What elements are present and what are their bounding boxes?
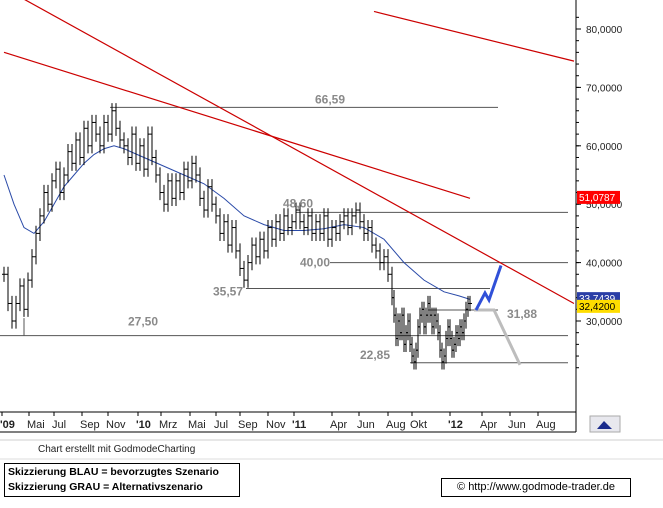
- time-tick-label: '09: [0, 419, 15, 431]
- time-tick-label: Jul: [214, 419, 228, 431]
- time-tick-label: Jun: [357, 419, 375, 431]
- time-tick-label: Nov: [266, 419, 286, 431]
- time-tick-label: Jun: [508, 419, 526, 431]
- time-tick-label: Mai: [188, 419, 206, 431]
- level-label: 31,88: [507, 307, 537, 321]
- time-tick-label: '11: [292, 419, 306, 431]
- level-label: 66,59: [315, 92, 345, 106]
- level-label: 48,60: [283, 196, 313, 210]
- time-tick-label: '12: [448, 419, 463, 431]
- trend-line: [3, 51, 471, 199]
- level-label: 22,85: [360, 348, 390, 362]
- price-badge: [577, 299, 620, 313]
- time-tick-label: Apr: [480, 419, 497, 431]
- scenario-legend: Skizzierung BLAU = bevorzugtes Szenario …: [4, 463, 240, 497]
- price-badge-label: 33,7439: [579, 294, 616, 305]
- level-label: 40,00: [300, 256, 330, 270]
- level-label: 27,50: [128, 315, 158, 329]
- legend-gray-text: Skizzierung GRAU = Alternativszenario: [8, 481, 203, 493]
- price-tick-label: 30,0000: [586, 317, 623, 328]
- price-badge: [577, 190, 620, 204]
- time-tick-label: Nov: [106, 419, 126, 431]
- time-tick-label: Aug: [536, 419, 556, 431]
- time-tick-label: Okt: [410, 419, 427, 431]
- time-tick-label: Aug: [386, 419, 406, 431]
- scenario-gray-line: [474, 308, 522, 366]
- price-tick-label: 50,0000: [586, 200, 623, 211]
- scenario-blue-line: [474, 265, 503, 311]
- drawing-tool-icon[interactable]: [597, 421, 612, 429]
- time-tick-label: Sep: [80, 419, 100, 431]
- time-tick-label: Jul: [52, 419, 66, 431]
- price-badge-label: 51,0787: [579, 193, 616, 204]
- price-tick-label: 40,0000: [586, 259, 623, 270]
- time-tick-label: '10: [136, 419, 151, 431]
- chart-credit: Chart erstellt mit GodmodeCharting: [38, 444, 196, 455]
- time-tick-label: Mai: [27, 419, 45, 431]
- time-tick-label: Apr: [330, 419, 347, 431]
- trend-line: [24, 0, 575, 305]
- price-tick-label: 60,0000: [586, 142, 623, 153]
- price-badge-label: 32,4200: [579, 302, 616, 313]
- plot-background: [0, 0, 576, 412]
- price-tick-label: 70,0000: [586, 83, 623, 94]
- level-label: 35,57: [213, 284, 243, 298]
- time-tick-label: Sep: [238, 419, 258, 431]
- trend-line: [373, 10, 575, 62]
- legend-blue-text: Skizzierung BLAU = bevorzugtes Szenario: [8, 466, 219, 478]
- source-link[interactable]: © http://www.godmode-trader.de: [441, 478, 631, 497]
- time-tick-label: Mrz: [159, 419, 177, 431]
- price-tick-label: 80,0000: [586, 25, 623, 36]
